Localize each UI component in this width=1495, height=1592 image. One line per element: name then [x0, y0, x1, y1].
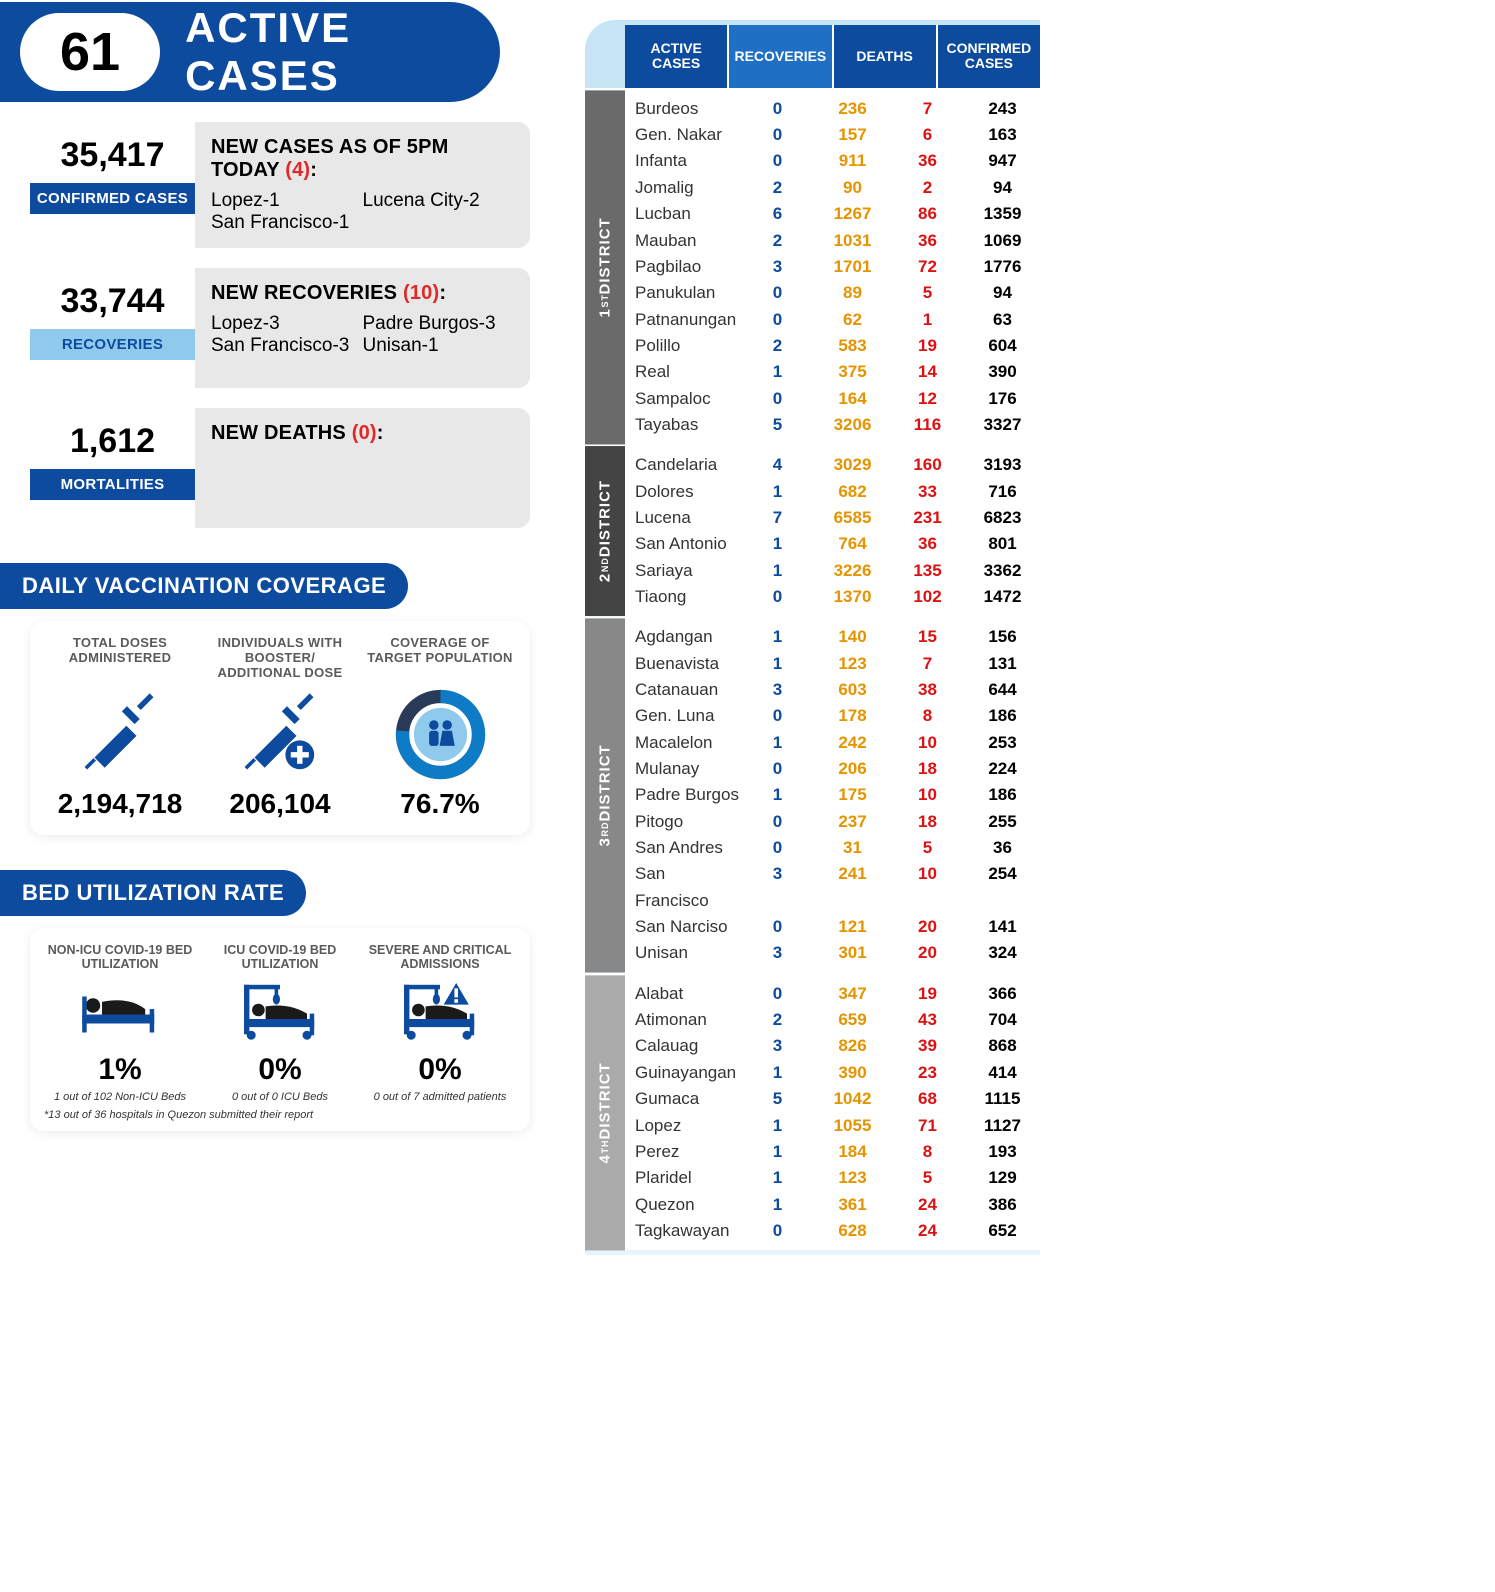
confirmed-card: 35,417 CONFIRMED CASES NEW CASES AS OF 5…: [30, 122, 530, 248]
mortalities-tag: MORTALITIES: [30, 469, 195, 500]
table-row: Buenavista11237131: [625, 651, 1040, 677]
confirmed-items: Lopez-1Lucena City-2San Francisco-1: [211, 190, 514, 234]
district-block: 3RD DISTRICTAgdangan114015156Buenavista1…: [585, 616, 1040, 972]
table-row: Candelaria430291603193: [625, 452, 1040, 478]
table-row: Jomalig290294: [625, 175, 1040, 201]
table-row: Lopez11055711127: [625, 1113, 1040, 1139]
confirmed-num: 35,417: [30, 122, 195, 183]
recoveries-tag: RECOVERIES: [30, 329, 195, 360]
bed-severe: SEVERE AND CRITICAL ADMISSIONS 0% 0 out …: [360, 943, 520, 1103]
table-row: Lucena765852316823: [625, 505, 1040, 531]
table-row: Panukulan089594: [625, 280, 1040, 306]
table-col-header: CONFIRMED CASES: [938, 25, 1040, 88]
table-row: Macalelon124210253: [625, 730, 1040, 756]
vax-coverage: COVERAGE OF TARGET POPULATION 76.7%: [360, 636, 520, 820]
table-row: Pitogo023718255: [625, 809, 1040, 835]
table-row: Alabat034719366: [625, 981, 1040, 1007]
table-col-header: RECOVERIES: [729, 25, 833, 88]
district-table: ACTIVE CASESRECOVERIESDEATHSCONFIRMED CA…: [585, 20, 1040, 1255]
table-row: Tayabas532061163327: [625, 412, 1040, 438]
critical-bed-icon: [366, 979, 514, 1049]
confirmed-head: NEW CASES AS OF 5PM TODAY (4):: [211, 136, 514, 182]
table-row: Polillo258319604: [625, 333, 1040, 359]
table-row: Tagkawayan062824652: [625, 1218, 1040, 1244]
vax-section-title: DAILY VACCINATION COVERAGE: [0, 563, 408, 609]
table-row: Infanta091136947: [625, 148, 1040, 174]
district-label: 2ND DISTRICT: [585, 446, 625, 616]
mortalities-card: 1,612 MORTALITIES NEW DEATHS (0):: [30, 408, 530, 528]
table-row: Patnanungan062163: [625, 307, 1040, 333]
confirmed-tag: CONFIRMED CASES: [30, 183, 195, 214]
recoveries-items: Lopez-3Padre Burgos-3San Francisco-3Unis…: [211, 313, 514, 357]
district-label: 4TH DISTRICT: [585, 975, 625, 1250]
table-row: Atimonan265943704: [625, 1007, 1040, 1033]
table-row: Sampaloc016412176: [625, 386, 1040, 412]
vax-booster: INDIVIDUALS WITH BOOSTER/ ADDITIONAL DOS…: [200, 636, 360, 820]
table-row: San Narciso012120141: [625, 914, 1040, 940]
district-label: 1ST DISTRICT: [585, 90, 625, 444]
table-row: Gen. Luna01788186: [625, 703, 1040, 729]
table-col-header: ACTIVE CASES: [625, 25, 729, 88]
table-row: Real137514390: [625, 359, 1040, 385]
syringe-plus-icon: [206, 687, 354, 782]
table-row: Catanauan360338644: [625, 677, 1040, 703]
table-row: Pagbilao31701721776: [625, 254, 1040, 280]
icu-bed-icon: [206, 979, 354, 1049]
bed-nonicu: NON-ICU COVID-19 BED UTILIZATION 1% 1 ou…: [40, 943, 200, 1103]
table-row: Tiaong013701021472: [625, 584, 1040, 610]
table-row: Sariaya132261353362: [625, 558, 1040, 584]
table-row: Calauag382639868: [625, 1033, 1040, 1059]
table-row: Guinayangan139023414: [625, 1060, 1040, 1086]
table-row: Unisan330120324: [625, 940, 1040, 966]
table-col-header: DEATHS: [834, 25, 938, 88]
bed-section-title: BED UTILIZATION RATE: [0, 870, 306, 916]
district-block: 4TH DISTRICTAlabat034719366Atimonan26594…: [585, 973, 1040, 1250]
table-row: Dolores168233716: [625, 479, 1040, 505]
mortalities-num: 1,612: [30, 408, 195, 469]
header-bar: 61 ACTIVE CASES: [0, 2, 500, 102]
table-row: Agdangan114015156: [625, 624, 1040, 650]
vax-row: TOTAL DOSES ADMINISTERED 2,194,718 INDIV…: [30, 621, 530, 835]
coverage-donut-icon: [366, 687, 514, 782]
bed-row: NON-ICU COVID-19 BED UTILIZATION 1% 1 ou…: [30, 928, 530, 1131]
active-cases-number: 61: [20, 13, 160, 91]
table-row: Mulanay020618224: [625, 756, 1040, 782]
table-row: San Antonio176436801: [625, 531, 1040, 557]
active-cases-label: ACTIVE CASES: [185, 4, 500, 100]
table-row: Burdeos02367243: [625, 96, 1040, 122]
table-row: San Andres031536: [625, 835, 1040, 861]
table-row: Quezon136124386: [625, 1192, 1040, 1218]
table-row: Gumaca51042681115: [625, 1086, 1040, 1112]
recoveries-head: NEW RECOVERIES (10):: [211, 282, 514, 305]
mortalities-head: NEW DEATHS (0):: [211, 422, 514, 445]
table-row: Gen. Nakar01576163: [625, 122, 1040, 148]
syringe-icon: [46, 687, 194, 782]
table-row: Plaridel11235129: [625, 1165, 1040, 1191]
recoveries-num: 33,744: [30, 268, 195, 329]
table-row: Perez11848193: [625, 1139, 1040, 1165]
district-block: 1ST DISTRICTBurdeos02367243Gen. Nakar015…: [585, 88, 1040, 444]
bed-footnote: *13 out of 36 hospitals in Quezon submit…: [40, 1103, 520, 1121]
district-block: 2ND DISTRICTCandelaria430291603193Dolore…: [585, 444, 1040, 616]
bed-icu: ICU COVID-19 BED UTILIZATION 0% 0 out of…: [200, 943, 360, 1103]
vax-total-doses: TOTAL DOSES ADMINISTERED 2,194,718: [40, 636, 200, 820]
table-row: Padre Burgos117510186: [625, 782, 1040, 808]
bed-icon: [46, 979, 194, 1049]
district-label: 3RD DISTRICT: [585, 618, 625, 972]
table-header: ACTIVE CASESRECOVERIESDEATHSCONFIRMED CA…: [625, 25, 1040, 88]
table-row: San Francisco324110254: [625, 861, 1040, 914]
table-row: Lucban61267861359: [625, 201, 1040, 227]
table-row: Mauban21031361069: [625, 228, 1040, 254]
recoveries-card: 33,744 RECOVERIES NEW RECOVERIES (10): L…: [30, 268, 530, 388]
